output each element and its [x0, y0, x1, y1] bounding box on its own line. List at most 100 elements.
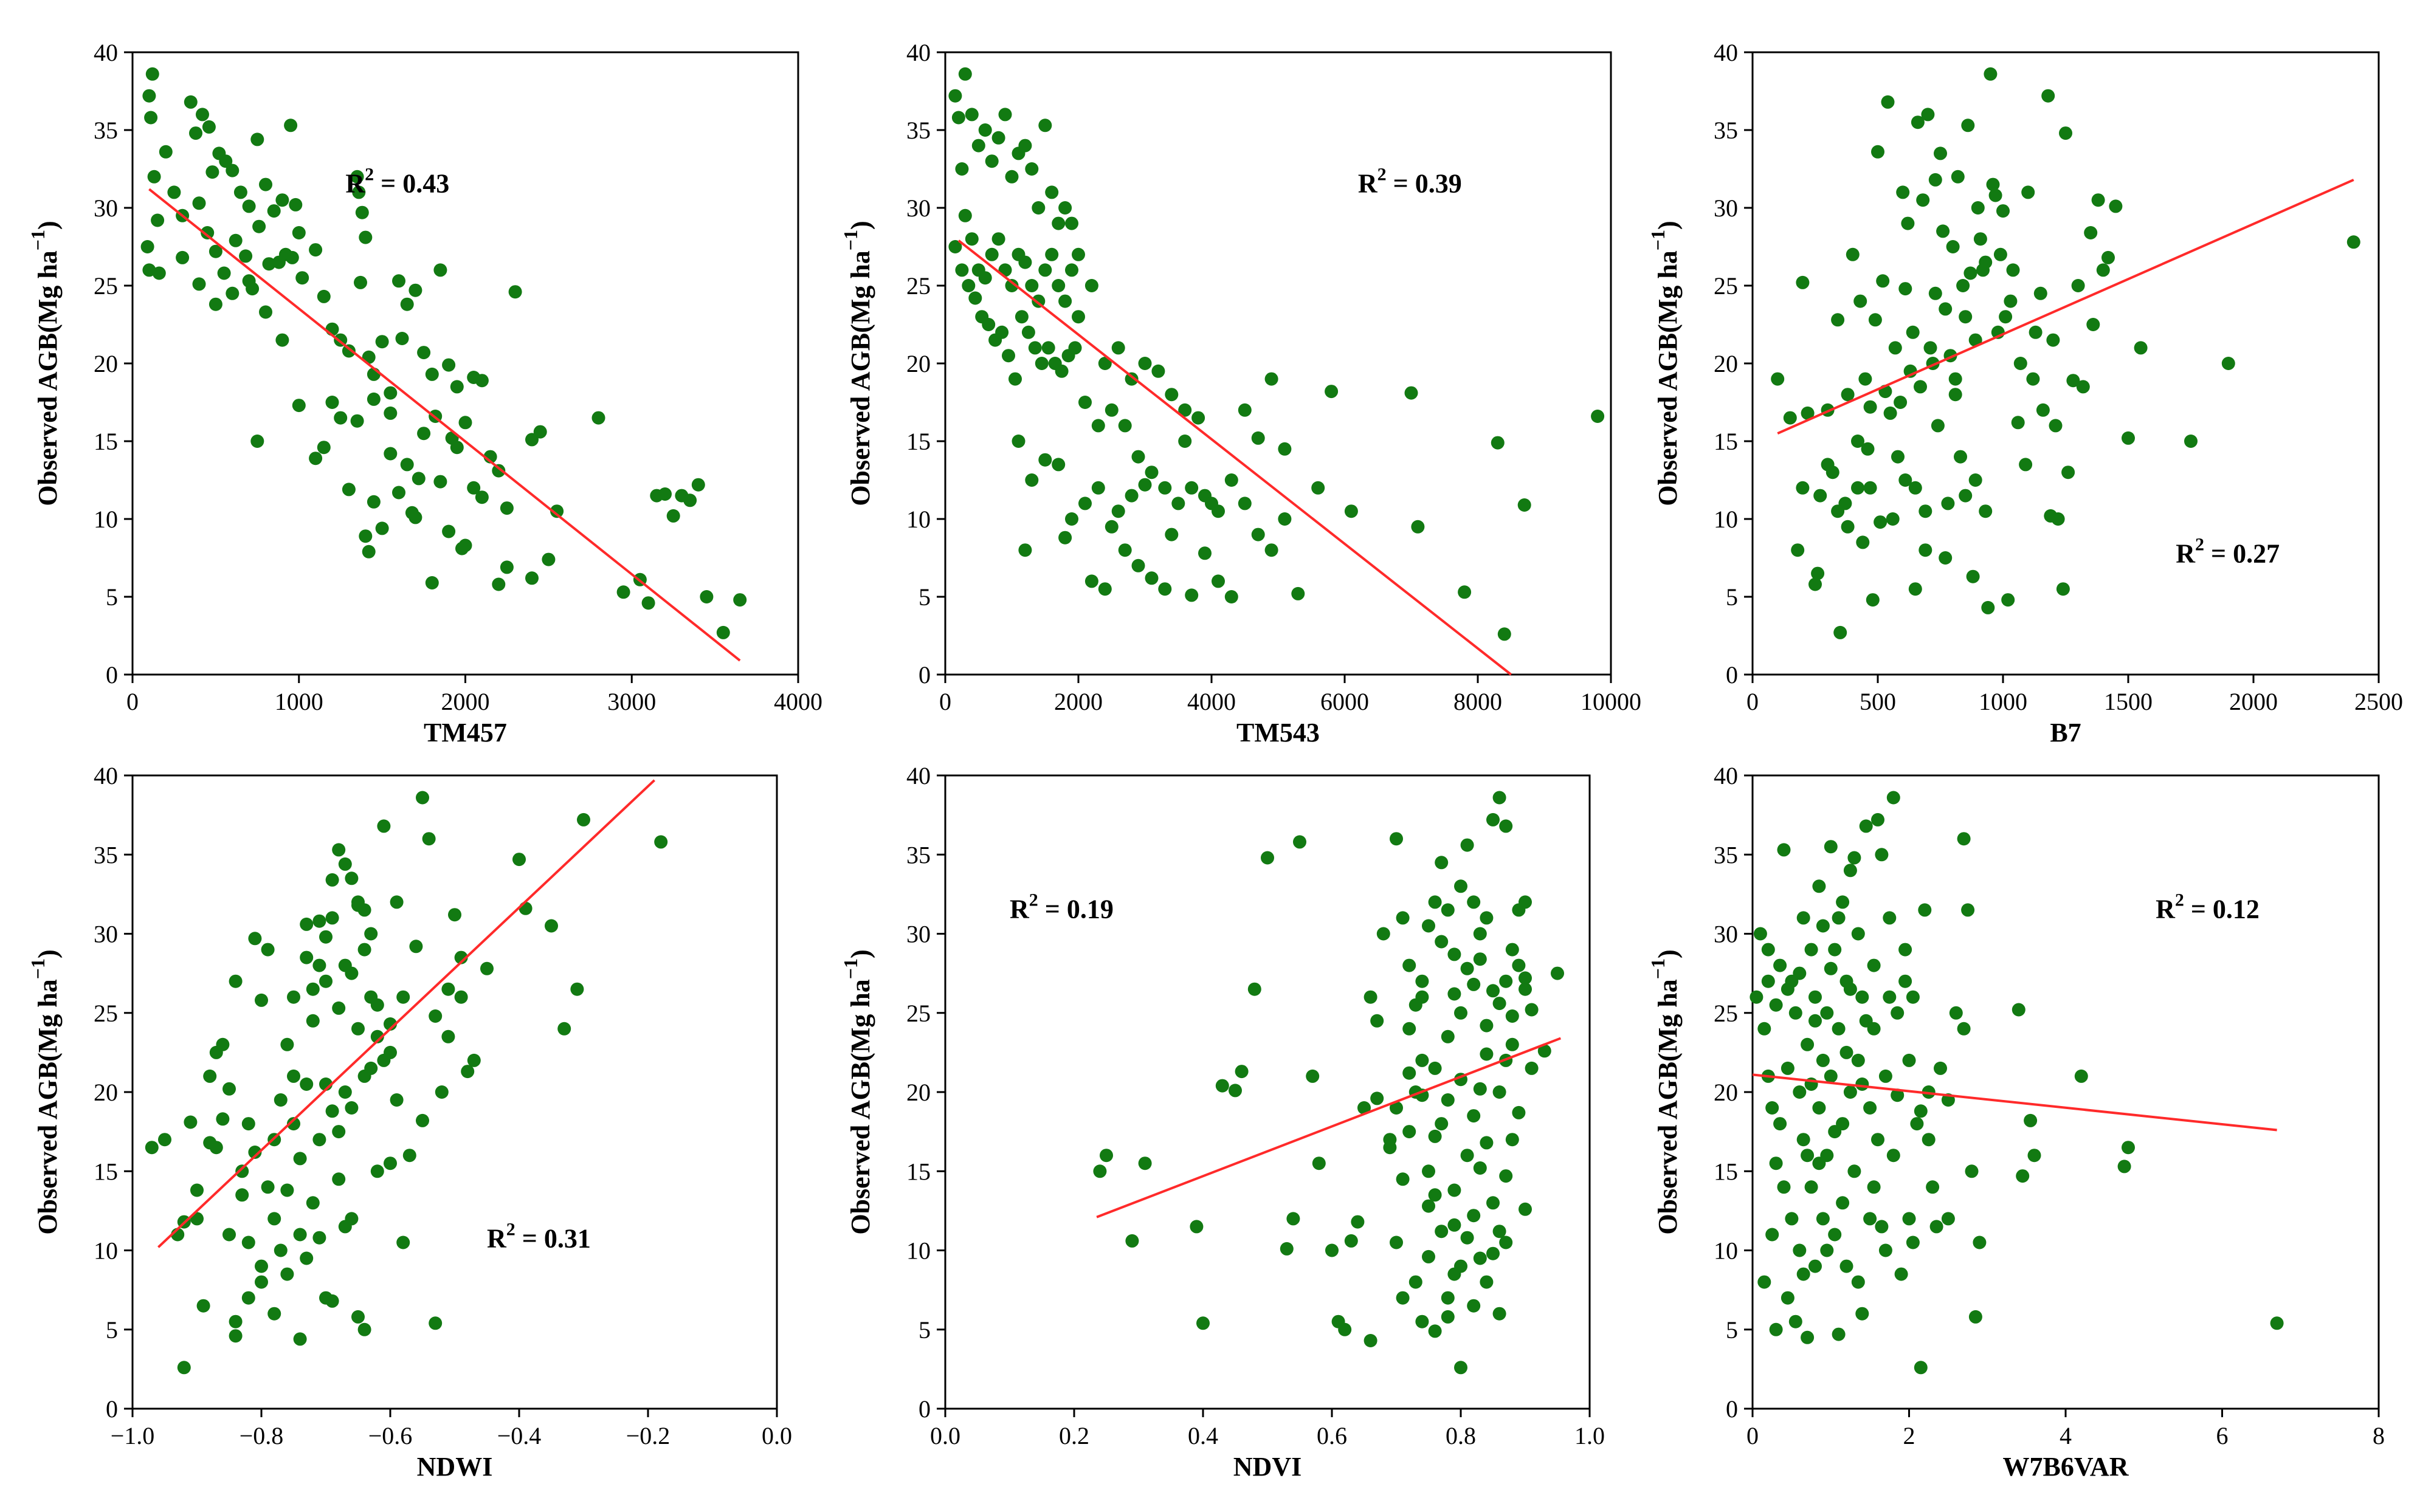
data-point [2122, 1141, 2135, 1155]
data-point [287, 1069, 300, 1083]
data-point [467, 1053, 481, 1067]
y-tick-label: 10 [906, 1237, 931, 1265]
data-point [274, 1243, 288, 1257]
data-point [140, 240, 154, 253]
y-axis-label-superscript: −1 [27, 230, 49, 250]
data-point [1311, 481, 1325, 495]
data-point [255, 1275, 268, 1289]
data-point [226, 286, 240, 300]
y-tick-label: 30 [906, 921, 931, 948]
data-point [1906, 1235, 1920, 1249]
data-point [1959, 489, 1973, 503]
data-point [1824, 1069, 1838, 1083]
data-point [467, 481, 481, 495]
x-tick-label: 0.0 [930, 1422, 960, 1449]
data-point [189, 126, 202, 140]
data-point [351, 898, 365, 912]
data-point [1486, 984, 1500, 998]
data-point [1178, 435, 1192, 448]
data-point [1525, 1003, 1539, 1017]
data-point [250, 132, 264, 146]
y-tick-label: 15 [1714, 428, 1738, 455]
y-axis-label-main: Observed AGB(Mg ha [1653, 250, 1683, 506]
data-point [325, 911, 339, 925]
data-point [242, 199, 256, 213]
data-point [1264, 372, 1278, 386]
data-point [1948, 372, 1962, 386]
data-point [1519, 982, 1532, 996]
y-tick-label: 30 [1714, 921, 1738, 948]
data-point [1939, 551, 1953, 565]
data-point [2049, 419, 2063, 433]
data-point [1428, 1129, 1442, 1143]
data-point [354, 275, 367, 289]
data-point [300, 950, 314, 964]
data-point [700, 590, 714, 603]
data-point [1988, 188, 2002, 202]
data-point [1801, 1037, 1815, 1051]
data-point [2109, 199, 2123, 213]
data-point [1505, 1133, 1519, 1147]
data-point [287, 1117, 300, 1131]
data-point [1131, 450, 1145, 464]
data-point [1839, 1259, 1853, 1273]
data-point [2011, 416, 2025, 430]
y-tick-label: 40 [94, 762, 118, 789]
data-point [1441, 1029, 1455, 1043]
data-point [1908, 481, 1922, 495]
data-point [1801, 1330, 1815, 1344]
r-squared-superscript: 2 [365, 164, 374, 184]
data-point [402, 1149, 416, 1163]
data-point [1948, 388, 1962, 402]
data-point [1235, 1065, 1249, 1079]
data-point [1859, 819, 1873, 833]
data-point [235, 1164, 249, 1178]
x-tick-label: 8 [2373, 1422, 2385, 1449]
data-point [1344, 504, 1358, 518]
y-tick-label: 25 [1714, 272, 1738, 300]
r-squared-annotation: R2 = 0.27 [2176, 535, 2280, 569]
data-point [390, 1093, 404, 1107]
data-point [355, 205, 369, 219]
data-point [1068, 341, 1082, 355]
data-point [533, 425, 547, 439]
data-point [1922, 1133, 1936, 1147]
data-point [1428, 1324, 1442, 1338]
data-point [417, 346, 431, 360]
data-point [1847, 1164, 1861, 1178]
data-point [1038, 263, 1052, 277]
data-point [1812, 879, 1826, 893]
data-point [1402, 1066, 1416, 1080]
data-point [1460, 1231, 1474, 1245]
data-point [1212, 574, 1225, 588]
data-point [557, 1022, 571, 1036]
data-point [998, 108, 1012, 122]
data-point [357, 943, 371, 957]
data-point [2221, 357, 2235, 370]
data-point [152, 266, 166, 280]
data-point [416, 1113, 429, 1127]
data-point [338, 958, 352, 972]
r-squared-annotation: R2 = 0.12 [2156, 890, 2260, 924]
data-point [1831, 504, 1845, 518]
data-point [1473, 1161, 1487, 1175]
x-axis-label: TM457 [424, 718, 507, 747]
data-point [1480, 1275, 1494, 1289]
data-point [955, 263, 969, 277]
data-point [455, 541, 469, 555]
data-point [1820, 1006, 1834, 1020]
data-point [280, 1183, 294, 1197]
y-axis-label: Observed AGB(Mg ha−1) [27, 221, 63, 506]
y-tick-label: 5 [919, 583, 931, 611]
chart-panel-1: 0 1000 2000 3000 4000 0 5 10 15 20 25 30 35 40 TM457 Ob… [27, 39, 822, 747]
data-point [2117, 1160, 2131, 1174]
data-point [2016, 1169, 2030, 1183]
data-point [229, 233, 243, 247]
data-point [201, 226, 215, 239]
data-point [1785, 1212, 1799, 1226]
data-point [280, 1267, 294, 1281]
y-tick-label: 30 [1714, 194, 1738, 222]
data-point [1861, 442, 1875, 456]
y-tick-label: 10 [94, 506, 118, 533]
data-point [384, 406, 398, 420]
